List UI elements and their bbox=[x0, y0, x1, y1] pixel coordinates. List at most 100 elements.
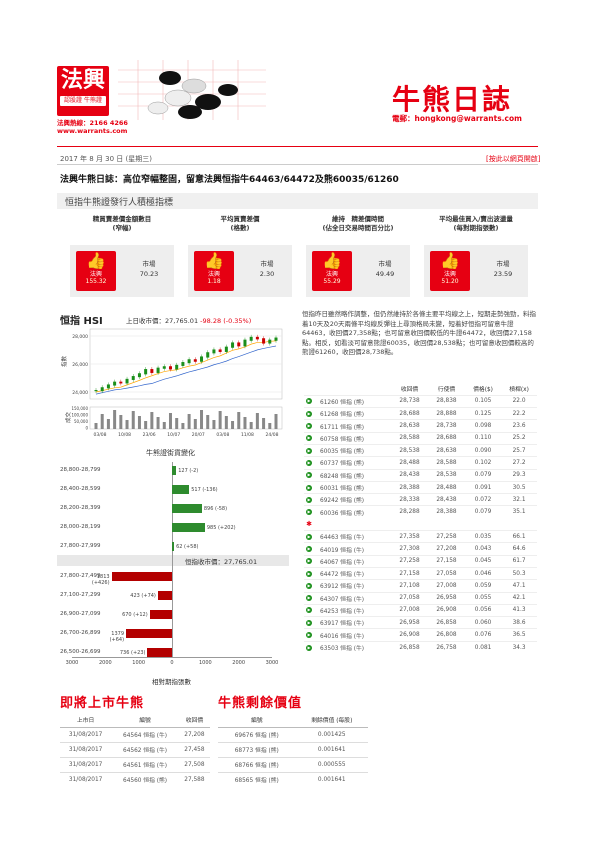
table-row[interactable]: ▶ 60035 恒指 (熊) 28,538 28,638 0.090 25.7 bbox=[304, 443, 537, 457]
arrow-right-icon: ▶ bbox=[306, 632, 312, 639]
table-row[interactable]: 68766 恒指 (熊) 0.000555 bbox=[218, 756, 368, 772]
table-row[interactable]: ▶ 61268 恒指 (熊) 28,688 28,888 0.125 22.2 bbox=[304, 407, 537, 420]
table-row[interactable]: 31/08/2017 64562 恒指 (牛) 27,458 bbox=[60, 741, 210, 757]
table-cell: 0.001641 bbox=[295, 771, 368, 787]
market-value: 70.23 bbox=[139, 270, 159, 278]
volume-bar bbox=[150, 412, 154, 429]
table-row[interactable]: 68773 恒指 (熊) 0.001641 bbox=[218, 741, 368, 757]
candle-body bbox=[249, 336, 253, 341]
bull-bar bbox=[149, 610, 172, 619]
card-body: 👍 法興 155.32 市場 70.23 bbox=[70, 245, 174, 297]
bear-bar bbox=[172, 523, 205, 532]
open-web-link[interactable]: [按此以網頁開啟] bbox=[486, 155, 541, 163]
contact-email[interactable]: 電郵：hongkong@warrants.com bbox=[392, 114, 522, 123]
bull-bar bbox=[111, 572, 172, 581]
table-row[interactable]: ▶ 60737 恒指 (熊) 28,488 28,588 0.102 27.2 bbox=[304, 456, 537, 470]
issuer-label: 法興 bbox=[443, 271, 456, 278]
table-cell: 64253 恒指 (牛) bbox=[318, 603, 392, 617]
flow-x-tick: 1000 bbox=[198, 660, 212, 666]
table-cell: 31/08/2017 bbox=[60, 726, 112, 742]
table-row[interactable]: ▶ 61711 恒指 (熊) 28,638 28,738 0.098 23.6 bbox=[304, 419, 537, 433]
x-tick-label: 03/08 bbox=[216, 432, 229, 438]
table-row[interactable]: ▶ 63917 恒指 (牛) 26,958 26,858 0.060 38.6 bbox=[304, 616, 537, 629]
issuer-label: 法興 bbox=[207, 271, 220, 278]
volume-bar bbox=[255, 413, 259, 429]
market-label: 市場 bbox=[142, 260, 156, 268]
table-cell: 60737 恒指 (熊) bbox=[318, 456, 392, 470]
section-title: 恒指牛熊證發行人積極指標 bbox=[65, 198, 174, 208]
bull-range-label: 27,800-27,499 bbox=[60, 573, 101, 579]
table-cell: 68773 恒指 (熊) bbox=[218, 741, 296, 757]
volume-bar bbox=[193, 419, 197, 429]
table-cell: 64016 恒指 (牛) bbox=[318, 628, 392, 642]
x-tick-label: 23/06 bbox=[143, 432, 156, 438]
table-row[interactable]: 31/08/2017 64561 恒指 (牛) 27,508 bbox=[60, 756, 210, 772]
go-stones-graphic bbox=[118, 60, 266, 120]
table-header: 編號 剩餘價值 (每股) bbox=[218, 712, 368, 728]
table-row[interactable]: ▶ 63503 恒指 (牛) 26,858 26,758 0.081 34.3 bbox=[304, 640, 537, 654]
table-row[interactable]: ▶ 64019 恒指 (牛) 27,308 27,208 0.043 64.6 bbox=[304, 542, 537, 556]
table-cell: 27.2 bbox=[501, 456, 537, 470]
table-row[interactable]: ▶ 64472 恒指 (牛) 27,158 27,058 0.046 50.3 bbox=[304, 566, 537, 580]
row-icon-cell: ▶ bbox=[304, 505, 318, 519]
table-row[interactable]: 69676 恒指 (熊) 0.001425 bbox=[218, 726, 368, 742]
volume-tick-label: 150,000 bbox=[71, 406, 88, 411]
flow-chart-title: 牛熊證街貨變化 bbox=[146, 449, 195, 457]
arrow-right-icon: ▶ bbox=[306, 558, 312, 565]
bear-bar-label: 985 (+202) bbox=[206, 525, 236, 531]
bear-range-label: 28,800-28,799 bbox=[60, 467, 101, 473]
table-row[interactable]: ▶ 64016 恒指 (牛) 26,908 26,808 0.076 36.5 bbox=[304, 628, 537, 642]
candle-body bbox=[274, 337, 278, 341]
table-cell: 26,758 bbox=[428, 640, 465, 654]
card-body: 👍 法興 1.18 市場 2.30 bbox=[188, 245, 292, 297]
card-title-line1: 精買賣差價金額數目 bbox=[92, 215, 152, 223]
table-row[interactable]: ▶ 64067 恒指 (牛) 27,258 27,158 0.045 61.7 bbox=[304, 554, 537, 568]
table-cell: 31/08/2017 bbox=[60, 756, 112, 772]
table-cell: 27,058 bbox=[428, 566, 465, 580]
arrow-right-icon: ▶ bbox=[306, 644, 312, 651]
flow-x-tick: 2000 bbox=[232, 660, 246, 666]
table-cell: 64562 恒指 (牛) bbox=[111, 741, 179, 757]
table-row[interactable]: ▶ 64253 恒指 (牛) 27,008 26,908 0.056 41.3 bbox=[304, 603, 537, 617]
arrow-right-icon: ▶ bbox=[306, 484, 312, 491]
table-row[interactable]: ▶ 60758 恒指 (熊) 28,588 28,688 0.110 25.2 bbox=[304, 431, 537, 445]
table-row[interactable]: ▶ 63912 恒指 (牛) 27,108 27,008 0.059 47.1 bbox=[304, 579, 537, 593]
market-commentary: 恒指昨日雖然略作調整，但仍然維持於各條主要平均線之上，短期走勢強勁，料指着10天… bbox=[302, 310, 536, 356]
table-row[interactable]: 68565 恒指 (熊) 0.001641 bbox=[218, 771, 368, 787]
flow-x-tick: 3000 bbox=[265, 660, 279, 666]
issuer-badge: 👍 法興 155.32 bbox=[76, 251, 116, 291]
bear-bar bbox=[172, 542, 175, 551]
website[interactable]: www.warrants.com bbox=[57, 127, 128, 135]
bull-range-label: 26,700-26,899 bbox=[60, 630, 101, 636]
table-row[interactable]: ▶ 60036 恒指 (熊) 28,288 28,388 0.079 35.1 bbox=[304, 505, 537, 519]
table-row[interactable]: ▶ 64463 恒指 (牛) 27,358 27,258 0.035 66.1 bbox=[304, 530, 537, 543]
ma-line-1 bbox=[95, 340, 277, 393]
candle-body bbox=[150, 369, 154, 373]
table-row[interactable]: ▶ 69242 恒指 (熊) 28,338 28,438 0.072 32.1 bbox=[304, 493, 537, 506]
volume-bar bbox=[237, 412, 241, 429]
table-row[interactable]: 31/08/2017 64560 恒指 (熊) 27,588 bbox=[60, 771, 210, 787]
candle-body bbox=[268, 339, 272, 344]
volume-bar bbox=[175, 418, 179, 429]
volume-bar bbox=[181, 423, 185, 429]
table-row[interactable]: ▶ 60031 恒指 (熊) 28,388 28,488 0.091 30.5 bbox=[304, 480, 537, 494]
candle-body bbox=[175, 364, 179, 370]
logo-subtext: 認股證 牛熊證 bbox=[60, 96, 106, 106]
card-title: 精買賣差價金額數目 (窄幅) bbox=[70, 215, 174, 241]
table-row[interactable]: ▶ 68248 恒指 (熊) 28,438 28,538 0.079 29.3 bbox=[304, 468, 537, 482]
table-row[interactable]: ▶ 64307 恒指 (牛) 27,058 26,958 0.055 42.1 bbox=[304, 591, 537, 605]
table-cell: 30.5 bbox=[501, 480, 537, 494]
card-title: 平均買賣差價 (格數) bbox=[188, 215, 292, 241]
column-header: 槓桿(x) bbox=[509, 387, 529, 394]
arrow-right-icon: ▶ bbox=[306, 472, 312, 479]
mid-band: 恒指收市價：27,765.01 bbox=[57, 555, 289, 566]
bull-range-label: 27,100-27,299 bbox=[60, 592, 101, 598]
table-cell: 61.7 bbox=[501, 554, 537, 568]
market-block: 市場 70.23 bbox=[132, 259, 166, 279]
table-cell: 28,638 bbox=[428, 443, 465, 457]
arrow-right-icon: ▶ bbox=[306, 410, 312, 417]
table-row[interactable]: 31/08/2017 64564 恒指 (牛) 27,208 bbox=[60, 726, 210, 742]
table-row[interactable]: ▶ 61260 恒指 (熊) 28,738 28,838 0.105 22.0 bbox=[304, 394, 537, 408]
table-cell: 0.045 bbox=[464, 554, 502, 568]
